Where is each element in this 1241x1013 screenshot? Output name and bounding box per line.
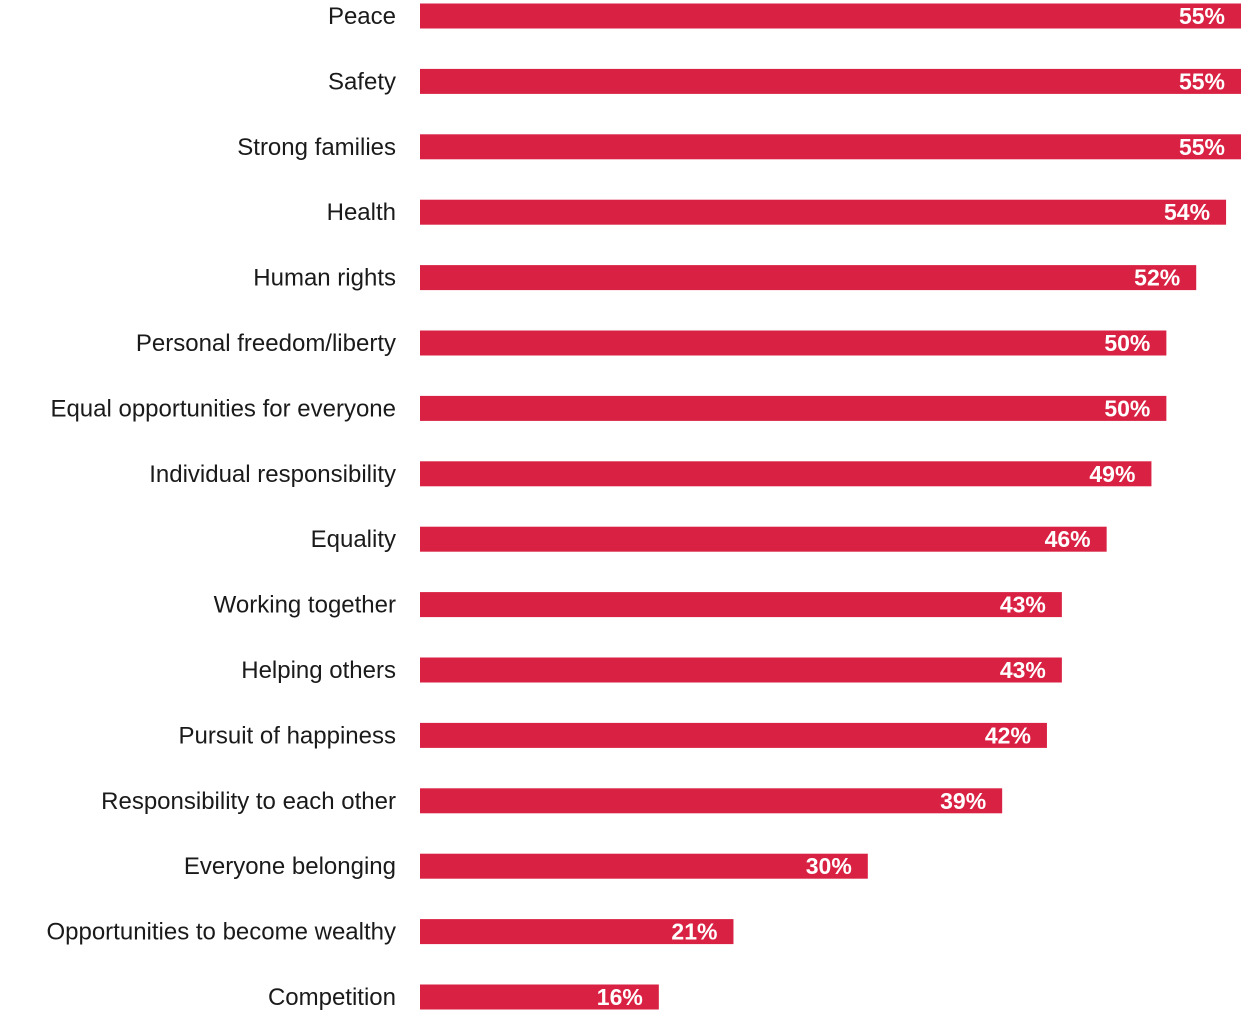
- value-label: 43%: [1000, 592, 1046, 618]
- bar: [420, 853, 868, 879]
- bar-row: Responsibility to each other 39%: [101, 788, 1003, 815]
- bar-row: Equal opportunities for everyone 50%: [50, 395, 1167, 422]
- value-label: 50%: [1104, 330, 1150, 356]
- bar: [420, 592, 1062, 618]
- bar-row: Health 54%: [327, 199, 1227, 226]
- bar-row: Competition 16%: [268, 984, 659, 1011]
- category-label: Safety: [328, 68, 396, 95]
- bar-row: Everyone belonging 30%: [184, 853, 868, 880]
- bar: [420, 68, 1241, 94]
- bar-row: Helping others 43%: [241, 657, 1062, 684]
- category-label: Personal freedom/liberty: [136, 330, 396, 357]
- value-label: 16%: [597, 984, 643, 1010]
- bar: [420, 526, 1107, 552]
- bar: [420, 395, 1167, 421]
- category-label: Strong families: [237, 134, 396, 161]
- bar: [420, 330, 1167, 356]
- category-label: Everyone belonging: [184, 853, 396, 880]
- category-label: Pursuit of happiness: [179, 722, 396, 749]
- category-label: Health: [327, 199, 396, 226]
- bar: [420, 657, 1062, 683]
- bar-row: Equality 46%: [311, 526, 1107, 553]
- bar-row: Personal freedom/liberty 50%: [136, 330, 1167, 357]
- bar-row: Individual responsibility 49%: [149, 461, 1152, 488]
- bar: [420, 461, 1152, 487]
- value-label: 52%: [1134, 265, 1180, 291]
- bar: [420, 722, 1047, 748]
- bar: [420, 919, 734, 945]
- bar-row: Safety 55%: [328, 68, 1241, 95]
- bar: [420, 788, 1003, 814]
- category-label: Individual responsibility: [149, 461, 396, 488]
- bar-row: Opportunities to become wealthy 21%: [46, 919, 734, 946]
- value-label: 30%: [806, 853, 852, 879]
- value-label: 21%: [671, 919, 717, 945]
- bar: [420, 3, 1241, 29]
- bar-row: Human rights 52%: [253, 265, 1197, 292]
- value-label: 39%: [940, 788, 986, 814]
- value-label: 54%: [1164, 199, 1210, 225]
- value-label: 55%: [1179, 68, 1225, 94]
- category-label: Opportunities to become wealthy: [46, 919, 396, 946]
- value-label: 43%: [1000, 657, 1046, 683]
- category-label: Responsibility to each other: [101, 788, 396, 815]
- category-label: Equality: [311, 526, 396, 553]
- category-label: Human rights: [253, 265, 396, 292]
- value-label: 42%: [985, 722, 1031, 748]
- bar: [420, 199, 1227, 225]
- bar-row: Working together 43%: [214, 592, 1062, 619]
- category-label: Working together: [214, 592, 396, 619]
- value-label: 46%: [1045, 526, 1091, 552]
- category-label: Equal opportunities for everyone: [50, 395, 396, 422]
- bar: [420, 265, 1197, 291]
- category-label: Peace: [328, 3, 396, 30]
- bar: [420, 134, 1241, 160]
- value-label: 50%: [1104, 395, 1150, 421]
- value-label: 55%: [1179, 3, 1225, 29]
- category-label: Helping others: [241, 657, 396, 684]
- value-label: 55%: [1179, 134, 1225, 160]
- bar-row: Strong families 55%: [237, 134, 1241, 161]
- bar-row: Peace 55%: [328, 3, 1241, 30]
- bar: [420, 984, 659, 1010]
- value-label: 49%: [1089, 461, 1135, 487]
- bar-row: Pursuit of happiness 42%: [179, 722, 1047, 749]
- category-label: Competition: [268, 984, 396, 1011]
